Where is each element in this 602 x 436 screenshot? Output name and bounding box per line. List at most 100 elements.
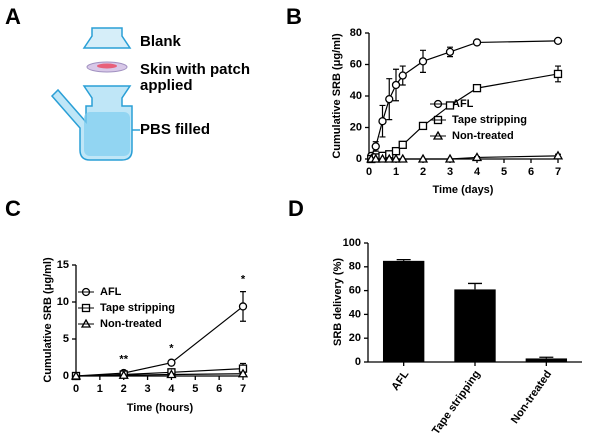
x-tick-label: 0 <box>73 383 79 395</box>
x-tick-label: 6 <box>216 383 222 395</box>
marker <box>445 101 455 110</box>
x-axis-label: Time (days) <box>433 184 494 196</box>
marker <box>445 47 455 57</box>
marker <box>166 369 177 379</box>
x-tick-label: 7 <box>240 383 246 395</box>
panel-label: D <box>288 196 304 221</box>
marker <box>398 71 407 80</box>
series-line <box>75 305 244 377</box>
pbs-fill <box>84 112 130 156</box>
legend-label: Non-treated <box>100 318 162 330</box>
marker <box>418 121 428 131</box>
y-tick-label: 40 <box>350 90 362 102</box>
panel-label: A <box>5 4 21 29</box>
y-axis-label: Cumulative SRB (μg/ml) <box>331 33 343 159</box>
y-tick-label: 60 <box>349 285 361 297</box>
x-tick-label: 2 <box>121 383 127 395</box>
diagram: A Blank Skin with patch applied PBS fill… <box>5 4 250 161</box>
marker <box>238 302 248 311</box>
error-bar <box>468 282 482 290</box>
y-tick-label: 20 <box>349 332 361 344</box>
marker <box>552 150 564 160</box>
bar <box>382 260 425 362</box>
x-tick-label: 4 <box>474 166 481 178</box>
annotation: * <box>241 274 246 286</box>
marker <box>472 38 482 47</box>
panel-label: C <box>5 196 21 221</box>
legend-label: Tape stripping <box>100 302 175 314</box>
x-tick-label: AFL <box>389 368 411 393</box>
marker <box>385 95 394 104</box>
legend-label: AFL <box>452 98 474 110</box>
annotation: ** <box>119 353 128 365</box>
series-line <box>370 40 559 157</box>
x-tick-label: Non-treated <box>509 369 554 426</box>
legend-label: Tape stripping <box>452 114 527 126</box>
panel-label: B <box>286 4 302 29</box>
x-tick-label: 1 <box>97 383 103 395</box>
y-tick-label: 60 <box>350 58 362 70</box>
blank-cap <box>82 27 132 49</box>
marker <box>377 153 388 163</box>
series-line <box>371 155 559 160</box>
x-tick-label: 4 <box>168 383 175 395</box>
y-tick-label: 5 <box>63 333 69 345</box>
y-tick-label: 40 <box>349 308 361 320</box>
x-tick-label: 5 <box>192 383 198 395</box>
x-tick-label: 3 <box>145 383 151 395</box>
marker <box>391 80 401 90</box>
legend-label: Non-treated <box>452 130 514 142</box>
x-tick-label: 7 <box>555 166 561 178</box>
marker <box>237 368 249 378</box>
marker <box>391 146 401 156</box>
error-bar <box>539 356 554 359</box>
legend-label: AFL <box>100 286 122 298</box>
series-line <box>75 373 244 377</box>
marker <box>118 369 129 379</box>
diagram-label: PBS filled <box>140 121 210 138</box>
y-axis-label: SRB delivery (%) <box>332 258 344 346</box>
diagram-label: Skin with patch <box>140 61 250 78</box>
y-tick-label: 15 <box>57 259 69 271</box>
x-tick-label: 3 <box>447 166 453 178</box>
marker <box>384 153 395 163</box>
marker <box>472 83 482 93</box>
error-bar <box>396 259 411 261</box>
patch <box>97 63 117 69</box>
y-tick-label: 20 <box>350 121 362 133</box>
marker <box>397 153 408 163</box>
bar <box>525 358 568 362</box>
y-tick-label: 0 <box>63 370 69 382</box>
y-tick-label: 10 <box>57 296 69 308</box>
x-tick-label: 1 <box>393 166 399 178</box>
y-axis-label: Cumulative SRB (μg/ml) <box>42 257 54 383</box>
x-tick-label: Tape stripping <box>430 369 483 436</box>
diagram-label: applied <box>140 77 193 94</box>
x-axis-label: Time (hours) <box>127 402 194 414</box>
diagram-label: Blank <box>140 33 182 50</box>
marker <box>553 36 563 46</box>
marker <box>471 152 483 162</box>
annotation: * <box>169 342 174 354</box>
marker <box>378 117 387 126</box>
marker <box>418 57 428 66</box>
bar <box>454 289 496 362</box>
marker <box>444 153 456 163</box>
marker <box>167 358 176 367</box>
marker <box>398 140 407 149</box>
x-tick-label: 6 <box>528 166 534 178</box>
x-tick-label: 0 <box>366 166 372 178</box>
marker <box>70 370 82 380</box>
marker <box>371 142 380 151</box>
y-tick-label: 0 <box>355 356 361 368</box>
marker <box>390 153 402 163</box>
marker <box>553 69 563 79</box>
x-tick-label: 2 <box>420 166 426 178</box>
marker <box>370 153 381 163</box>
x-tick-label: 5 <box>501 166 507 178</box>
y-tick-label: 100 <box>343 237 361 249</box>
y-tick-label: 80 <box>350 27 362 39</box>
marker <box>417 153 429 163</box>
y-tick-label: 80 <box>349 261 361 273</box>
